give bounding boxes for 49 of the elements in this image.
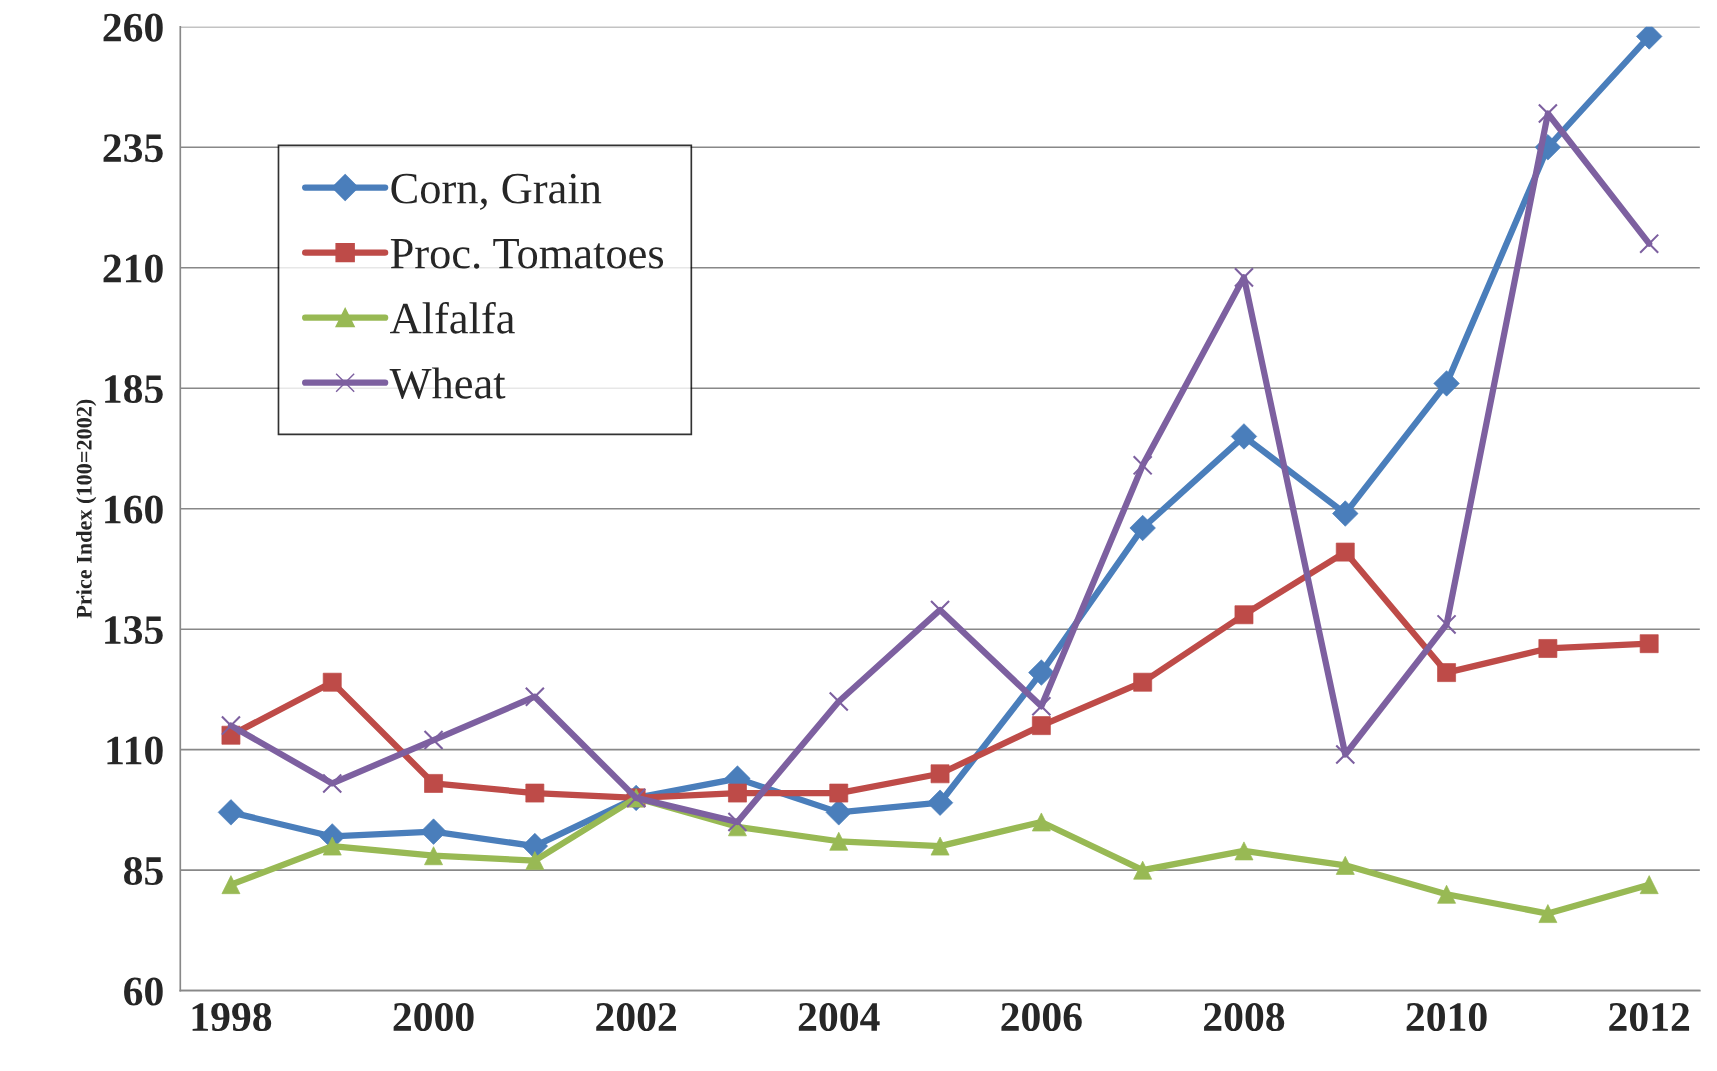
point <box>525 851 545 870</box>
y-tick-label: 185 <box>105 374 163 404</box>
point <box>524 686 545 707</box>
y-tick-label: 160 <box>105 495 163 524</box>
x-tick-label: 2012 <box>1609 1002 1690 1032</box>
x-tick-label: 2002 <box>596 1002 677 1032</box>
legend-label: Wheat <box>389 367 506 399</box>
x-tick-label: 2004 <box>798 1002 880 1032</box>
point <box>220 715 241 736</box>
legend-label: Corn, Grain <box>391 173 602 210</box>
x-tick-label: 2006 <box>1001 1002 1082 1032</box>
y-tick-label: 85 <box>124 856 163 886</box>
point <box>1132 455 1153 476</box>
point <box>1133 672 1153 692</box>
y-tick-label: 260 <box>103 13 163 42</box>
point <box>1233 267 1255 288</box>
x-tick-label: 1998 <box>192 1002 272 1032</box>
point <box>424 774 443 793</box>
y-tick-label: 60 <box>124 977 163 1006</box>
point <box>1538 904 1558 923</box>
point <box>1129 514 1156 542</box>
point <box>1636 26 1663 50</box>
point <box>930 764 950 784</box>
point <box>1335 542 1355 562</box>
point <box>1335 744 1356 765</box>
point <box>217 799 245 826</box>
point <box>1234 605 1254 625</box>
y-tick-label: 235 <box>103 134 163 163</box>
y-tick-label: 110 <box>107 736 163 765</box>
point <box>1639 233 1660 254</box>
x-tick-label: 2008 <box>1204 1002 1285 1032</box>
point <box>322 773 343 794</box>
y-tick-label: 210 <box>103 254 163 283</box>
y-tick-label: 135 <box>105 616 163 645</box>
point <box>727 811 748 833</box>
y-axis-title: Price Index (100=2002) <box>76 399 97 619</box>
point <box>926 789 954 816</box>
point <box>1031 696 1052 717</box>
point <box>1537 103 1558 124</box>
point <box>423 729 444 751</box>
x-tick-label: 2000 <box>393 1002 474 1032</box>
point <box>322 672 342 692</box>
x-tick-label: 2010 <box>1406 1002 1487 1032</box>
point <box>828 691 849 712</box>
point <box>1436 614 1457 635</box>
legend-label: Proc. Tomatoes <box>390 239 664 269</box>
point <box>221 875 241 895</box>
point <box>1031 716 1051 735</box>
legend-label: Alfalfa <box>390 301 515 334</box>
